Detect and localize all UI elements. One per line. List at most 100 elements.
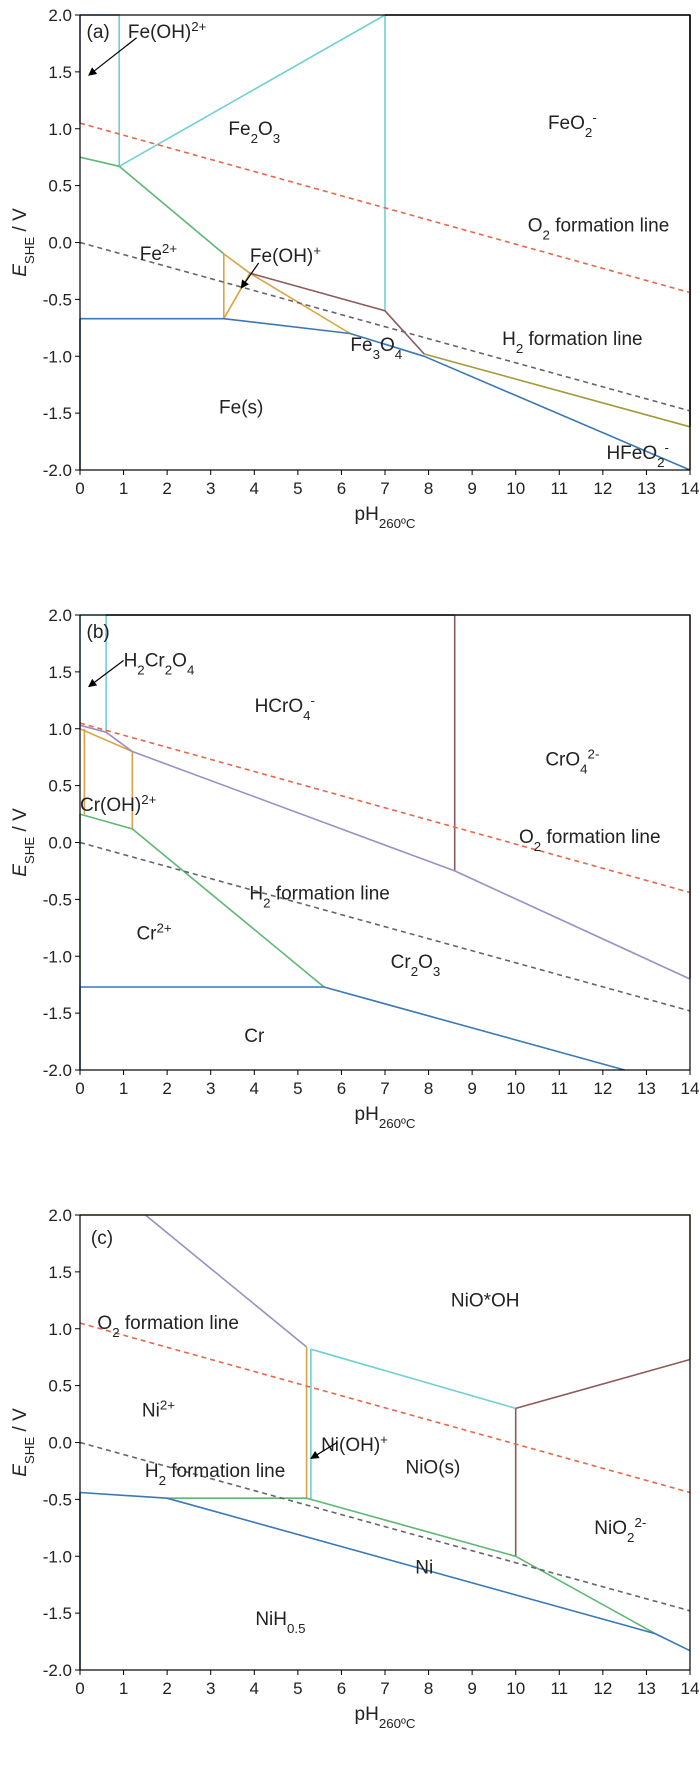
series-line (223, 253, 251, 274)
x-tick-label: 3 (206, 479, 215, 498)
region-label-part: Cr (136, 924, 157, 945)
region-label-part: H (249, 884, 263, 905)
y-axis-title-main: E (10, 864, 31, 877)
region-label: O2 formation line (97, 1313, 239, 1340)
series-line (79, 722, 691, 894)
region-label-part: 2 (534, 838, 541, 853)
y-tick-label: 1.0 (48, 120, 72, 139)
y-tick-label: 2.0 (48, 6, 72, 25)
region-label: Cr (244, 1026, 265, 1047)
region-label-part: Fe(OH) (128, 22, 191, 43)
y-tick-label: -2.0 (43, 1661, 72, 1680)
x-axis-title-sub: 260ºC (379, 1716, 416, 1731)
region-label-part: FeO (548, 113, 585, 134)
region-label-part: Ni (415, 1558, 433, 1579)
region-label: CrO42- (545, 746, 599, 776)
x-tick-label: 8 (424, 479, 433, 498)
y-axis-title-sub: SHE (22, 837, 37, 864)
region-label-part: Ni (142, 1401, 160, 1422)
x-tick-label: 11 (550, 1079, 568, 1098)
region-label: Ni(OH)+ (321, 1431, 388, 1456)
x-tick-label: 7 (380, 479, 389, 498)
region-label-part: formation line (523, 329, 642, 350)
series-line (80, 986, 625, 1071)
y-tick-label: -0.5 (43, 1490, 72, 1509)
x-tick-label: 5 (293, 479, 302, 498)
y-tick-label: 0.0 (48, 234, 72, 253)
x-tick-label: 0 (75, 1079, 84, 1098)
x-tick-label: 0 (75, 1679, 84, 1698)
series-line (167, 1497, 656, 1635)
region-label-part: 2 (411, 963, 418, 978)
region-label-part: 2+ (191, 19, 206, 34)
region-label: NiH0.5 (255, 1609, 305, 1636)
region-label: O2 formation line (519, 827, 661, 854)
region-label-part: formation line (120, 1313, 239, 1334)
region-label: Ni2+ (142, 1397, 175, 1422)
x-tick-label: 2 (162, 479, 171, 498)
y-axis-title: ESHE / V (10, 1408, 37, 1477)
region-label-part: 3 (273, 130, 280, 145)
series-line (144, 1214, 308, 1348)
x-tick-label: 4 (250, 1079, 259, 1098)
region-label-part: 2+ (160, 1397, 175, 1412)
region-label: Cr(OH)2+ (80, 791, 157, 816)
region-label-part: 2 (543, 227, 550, 242)
region-label-part: Fe(s) (219, 397, 263, 418)
region-label-part: O (519, 827, 534, 848)
series-line (79, 1491, 691, 1652)
region-label-part: Fe (350, 335, 372, 356)
x-tick-label: 5 (293, 1679, 302, 1698)
panel-c: 0 1 2 3 4 5 6 7 8 9 10 11 12 13 14-2.0-1.5-1.0-0.50.00… (10, 1206, 699, 1731)
region-label-part: H (502, 329, 516, 350)
x-axis-title-main: pH (355, 504, 379, 525)
region-label-part: 2- (634, 1514, 646, 1529)
x-tick-label: 13 (637, 479, 656, 498)
panel-label: (a) (87, 22, 110, 43)
y-axis-title: ESHE / V (10, 808, 37, 877)
x-tick-label: 4 (250, 479, 259, 498)
region-label-part: Cr(OH) (80, 795, 141, 816)
region-label-part: Fe(OH) (250, 246, 313, 267)
region-label-part: + (313, 243, 321, 258)
region-label-part: - (592, 110, 596, 125)
y-tick-label: 1.0 (48, 720, 72, 739)
y-tick-label: 1.5 (48, 1263, 72, 1282)
y-tick-label: 2.0 (48, 1206, 72, 1225)
region-label: O2 formation line (528, 215, 670, 242)
x-tick-label: 2 (162, 1679, 171, 1698)
region-label: Fe2+ (140, 240, 178, 265)
x-tick-label: 1 (119, 1079, 128, 1098)
region-label-part: 2 (585, 125, 592, 140)
y-tick-label: -1.5 (43, 404, 72, 423)
y-tick-label: 0.5 (48, 777, 72, 796)
y-axis-title-sub: SHE (22, 237, 37, 264)
region-label-part: 2 (137, 662, 144, 677)
region-label-part: 2 (263, 895, 270, 910)
region-label: Fe2O3 (228, 119, 280, 146)
region-label-part: - (665, 439, 669, 454)
region-label: NiO*OH (451, 1290, 520, 1311)
x-tick-label: 1 (119, 479, 128, 498)
series-line (79, 813, 325, 988)
y-tick-label: -1.0 (43, 1547, 72, 1566)
annotation-arrow (310, 1441, 338, 1459)
y-tick-label: -1.5 (43, 1604, 72, 1623)
series-line (79, 841, 691, 1012)
series-line (79, 1441, 691, 1612)
region-label-part: O (97, 1313, 112, 1334)
x-tick-label: 11 (550, 1679, 568, 1698)
region-label-part: 2 (657, 454, 664, 469)
x-tick-label: 7 (380, 1079, 389, 1098)
region-label-part: 3 (433, 963, 440, 978)
region-label-part: 4 (303, 708, 310, 723)
x-axis-title-sub: 260ºC (379, 516, 416, 531)
y-tick-label: -1.0 (43, 347, 72, 366)
region-label: H2 formation line (145, 1461, 285, 1488)
region-label-part: 2 (165, 662, 172, 677)
x-tick-label: 14 (681, 479, 700, 498)
y-axis-title-sub: SHE (22, 1437, 37, 1464)
x-tick-label: 0 (75, 479, 84, 498)
region-label: H2Cr2O4 (124, 651, 195, 678)
region-label-part: 2 (516, 341, 523, 356)
